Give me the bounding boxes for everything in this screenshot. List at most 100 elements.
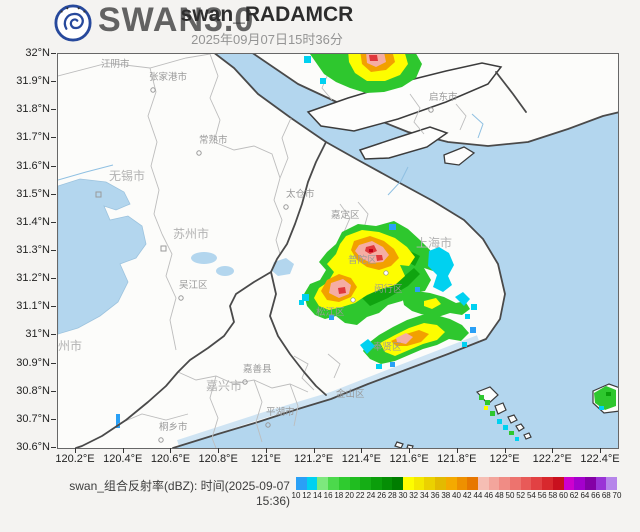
dbz-tick-label: 46 — [484, 491, 494, 500]
lon-tick-label: 120.6°E — [150, 453, 191, 465]
lon-tick-label: 120.8°E — [198, 453, 238, 465]
place-marker — [150, 87, 156, 93]
place-label: 嘉兴市 — [206, 378, 242, 393]
dbz-tick-label: 18 — [334, 491, 344, 500]
dbz-tick-label: 26 — [377, 491, 387, 500]
dbz-tick-label: 10 — [291, 491, 301, 500]
dbz-tick-label: 44 — [473, 491, 483, 500]
dbz-color-segment — [424, 477, 436, 490]
dbz-color-segment — [296, 477, 307, 490]
lat-tick-label: 31.2°N — [16, 272, 50, 285]
lon-tick-mark — [409, 448, 411, 453]
dbz-tick-label: 62 — [569, 491, 579, 500]
place-label: 启东市 — [429, 91, 458, 103]
dbz-color-segment — [595, 477, 607, 490]
dbz-tick-label: 54 — [526, 491, 536, 500]
dbz-tick-label: 34 — [419, 491, 429, 500]
dbz-color-segment — [370, 477, 382, 490]
lat-tick-label: 31.9°N — [16, 75, 50, 88]
lat-tick-mark — [51, 390, 56, 392]
lon-tick-label: 122°E — [489, 453, 520, 465]
lon-tick-mark — [75, 448, 76, 453]
dbz-color-segment — [435, 477, 446, 490]
dbz-tick-label: 68 — [601, 491, 611, 500]
product-title-block: swan_RADAMCR 2025年09月07日15时36分 — [158, 3, 376, 48]
lat-tick-mark — [51, 81, 56, 83]
lat-tick-mark — [51, 165, 56, 167]
dbz-color-segment — [360, 477, 371, 490]
place-label: 太仓市 — [286, 188, 315, 200]
dbz-tick-label: 22 — [355, 491, 365, 500]
dbz-tick-label: 20 — [345, 491, 354, 500]
dbz-color-segment — [413, 477, 425, 490]
lon-tick-mark — [361, 448, 363, 453]
lat-tick-mark — [51, 306, 56, 308]
dbz-color-segment — [306, 477, 318, 490]
place-label: 苏州市 — [173, 226, 209, 241]
lat-tick-label: 30.6°N — [16, 441, 50, 453]
lon-tick-label: 121.2°E — [293, 453, 334, 465]
lat-tick-label: 32°N — [25, 47, 50, 59]
product-timestamp: 2025年09月07日15时36分 — [191, 32, 343, 47]
lon-tick-mark — [170, 448, 172, 453]
lake-layer — [58, 178, 294, 428]
lat-tick-label: 30.8°N — [16, 384, 50, 397]
dbz-tick-label: 50 — [505, 491, 515, 500]
dbz-color-segment — [542, 477, 553, 490]
dbz-color-segment — [499, 477, 511, 490]
place-marker — [242, 379, 248, 385]
dbz-tick-label: 14 — [312, 491, 322, 500]
place-marker — [428, 107, 434, 113]
dbz-color-segment — [584, 477, 596, 490]
dbz-tick-label: 38 — [441, 491, 451, 500]
place-label: 嘉善县 — [243, 363, 272, 375]
dbz-color-segment — [403, 477, 414, 490]
dbz-tick-label: 64 — [580, 491, 590, 500]
dbz-color-segment — [392, 477, 404, 490]
dbz-color-segment — [606, 477, 618, 490]
place-label: 松江区 — [316, 306, 345, 318]
dbz-tick-label: 60 — [559, 491, 568, 500]
dbz-tick-label: 40 — [452, 491, 461, 500]
place-marker — [178, 295, 184, 301]
place-marker — [283, 204, 289, 210]
lat-tick-mark — [51, 278, 56, 280]
dbz-color-segment — [338, 477, 350, 490]
dbz-color-segment — [456, 477, 468, 490]
dbz-tick-label: 36 — [430, 491, 440, 500]
province-boundaries — [75, 71, 527, 448]
sea-layer — [172, 54, 618, 448]
dbz-color-segment — [488, 477, 500, 490]
dbz-tick-label: 32 — [409, 491, 419, 500]
place-label: 嘉定区 — [331, 209, 360, 221]
lon-tick-mark — [122, 448, 124, 453]
place-label: 平湖市 — [266, 406, 295, 418]
dbz-tick-label: 30 — [398, 491, 408, 500]
place-marker — [158, 437, 164, 443]
lon-tick-label: 121.8°E — [437, 453, 477, 465]
dbz-tick-label: 52 — [516, 491, 526, 500]
lon-tick-mark — [504, 448, 506, 453]
dbz-tick-label: 42 — [462, 491, 472, 500]
lon-tick-mark — [313, 448, 315, 453]
dbz-color-segment — [328, 477, 339, 490]
lon-tick-mark — [456, 448, 458, 453]
dbz-tick-label: 56 — [537, 491, 547, 500]
place-label: 吴江区 — [179, 280, 208, 291]
dbz-color-segment — [381, 477, 393, 490]
lon-tick-mark — [599, 448, 601, 453]
dbz-tick-label: 66 — [591, 491, 601, 500]
dbz-tick-label: 28 — [387, 491, 397, 500]
dbz-tick-label: 12 — [302, 491, 312, 500]
dbz-color-segment — [563, 477, 575, 490]
lat-tick-mark — [51, 137, 56, 139]
dbz-tick-label: 24 — [366, 491, 376, 500]
lat-tick-mark — [51, 447, 56, 448]
lat-tick-label: 31.3°N — [16, 244, 50, 256]
place-label: 金山区 — [336, 388, 365, 400]
dbz-color-segment — [445, 477, 457, 490]
brand-text: SWAN3.0 — [98, 1, 255, 39]
